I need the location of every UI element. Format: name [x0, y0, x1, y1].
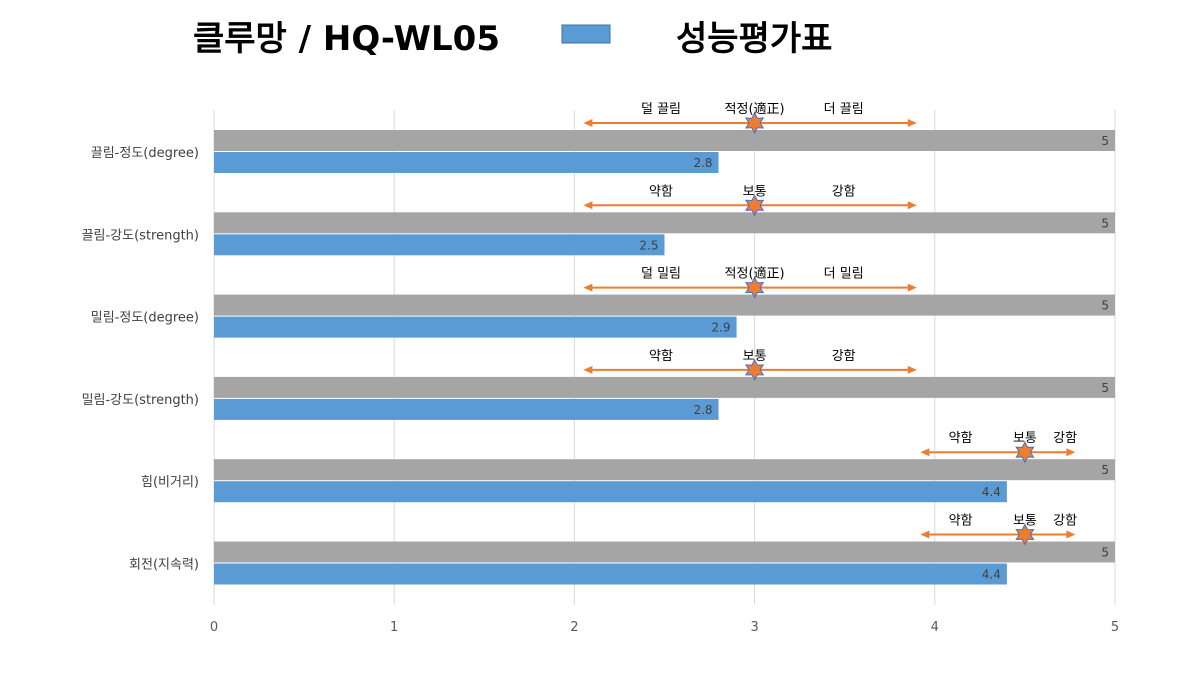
- bar-reference: [214, 130, 1115, 151]
- data-label-reference: 5: [1101, 463, 1109, 477]
- data-label-performance: 4.4: [982, 485, 1001, 499]
- scale-arrow-head-right: [907, 201, 917, 210]
- y-category-label: 회전(지속력): [129, 558, 199, 573]
- bar-reference: [214, 541, 1115, 563]
- bar-reference: [214, 294, 1115, 316]
- plot-area: 0 1 2 3 4 552.8끌림-정도(degree)덜 끌림 적정(適正) 더 끌림52.…: [82, 101, 1120, 635]
- bar-performance: [214, 563, 1007, 585]
- scale-arrow-head-left: [920, 448, 930, 457]
- scale-label-right: 강함: [1053, 514, 1077, 529]
- y-category-label: 끌림-강도(strength): [82, 228, 199, 243]
- data-label-performance: 2.5: [639, 238, 658, 252]
- bar-reference: [214, 459, 1115, 481]
- scale-arrow-head-left: [920, 530, 930, 539]
- scale-midpoint-star: [744, 358, 765, 381]
- data-label-reference: 5: [1101, 299, 1109, 313]
- scale-label-right: 강함: [832, 184, 856, 199]
- scale-label-left: 약함: [949, 431, 973, 446]
- scale-label-right: 더 밀림: [824, 267, 864, 282]
- scale-label-left: 약함: [649, 184, 673, 199]
- scale-label-center: 보통: [1013, 431, 1037, 446]
- scale-label-left: 약함: [649, 349, 673, 364]
- x-tick-label: 5: [1111, 620, 1119, 635]
- scale-arrow-head-right: [907, 283, 917, 292]
- bar-performance: [214, 152, 719, 173]
- scale-arrow-head-left: [583, 119, 593, 127]
- x-tick-label: 3: [750, 620, 758, 635]
- scale-label-left: 덜 밀림: [641, 267, 681, 282]
- bar-performance: [214, 481, 1007, 503]
- x-tick-label: 2: [570, 620, 578, 635]
- data-label-reference: 5: [1101, 546, 1109, 560]
- scale-midpoint-star: [744, 194, 765, 217]
- scale-label-left: 덜 끌림: [641, 102, 681, 117]
- scale-label-center: 보통: [743, 184, 767, 199]
- scale-arrow-head-left: [583, 283, 593, 292]
- data-label-reference: 5: [1101, 216, 1109, 230]
- scale-label-center: 적정(適正): [725, 101, 785, 117]
- bar-reference: [214, 376, 1115, 398]
- y-category-label: 밀림-강도(strength): [82, 393, 199, 408]
- scale-label-center: 보통: [1013, 514, 1037, 529]
- scale-arrow-head-left: [583, 365, 593, 374]
- scale-midpoint-star: [744, 276, 765, 299]
- scale-arrow-head-right: [1066, 448, 1076, 457]
- scale-arrow-head-left: [583, 201, 593, 210]
- data-label-performance: 2.8: [693, 156, 712, 170]
- scale-label-right: 더 끌림: [824, 102, 864, 117]
- scale-arrow-head-right: [1066, 530, 1076, 539]
- data-label-reference: 5: [1101, 381, 1109, 395]
- scale-label-left: 약함: [949, 514, 973, 529]
- y-category-label: 끌림-정도(degree): [91, 146, 199, 161]
- y-category-label: 힘(비거리): [141, 475, 199, 490]
- data-label-performance: 4.4: [982, 568, 1001, 582]
- bar-performance: [214, 234, 665, 256]
- bar-reference: [214, 212, 1115, 234]
- legend-swatch: [561, 24, 611, 44]
- scale-midpoint-star: [1015, 523, 1035, 546]
- x-tick-label: 1: [390, 620, 398, 635]
- data-label-performance: 2.8: [693, 403, 712, 417]
- scale-label-center: 적정(適正): [725, 266, 785, 282]
- scale-label-right: 강함: [1053, 431, 1077, 446]
- x-tick-label: 4: [931, 620, 939, 635]
- scale-midpoint-star: [744, 111, 765, 135]
- x-tick-label: 0: [210, 620, 218, 635]
- scale-arrow-head-right: [907, 365, 917, 374]
- legend-label: 성능평가표: [676, 19, 832, 59]
- data-label-reference: 5: [1101, 134, 1109, 148]
- data-label-performance: 2.9: [711, 321, 730, 335]
- scale-label-center: 보통: [743, 349, 767, 364]
- bar-performance: [214, 398, 719, 420]
- scale-label-right: 강함: [832, 349, 856, 364]
- bar-performance: [214, 316, 737, 338]
- chart-title: 클루망 / HQ-WL05: [193, 19, 500, 59]
- scale-midpoint-star: [1015, 441, 1035, 464]
- scale-arrow-head-right: [907, 119, 917, 127]
- y-category-label: 밀림-정도(degree): [91, 311, 199, 326]
